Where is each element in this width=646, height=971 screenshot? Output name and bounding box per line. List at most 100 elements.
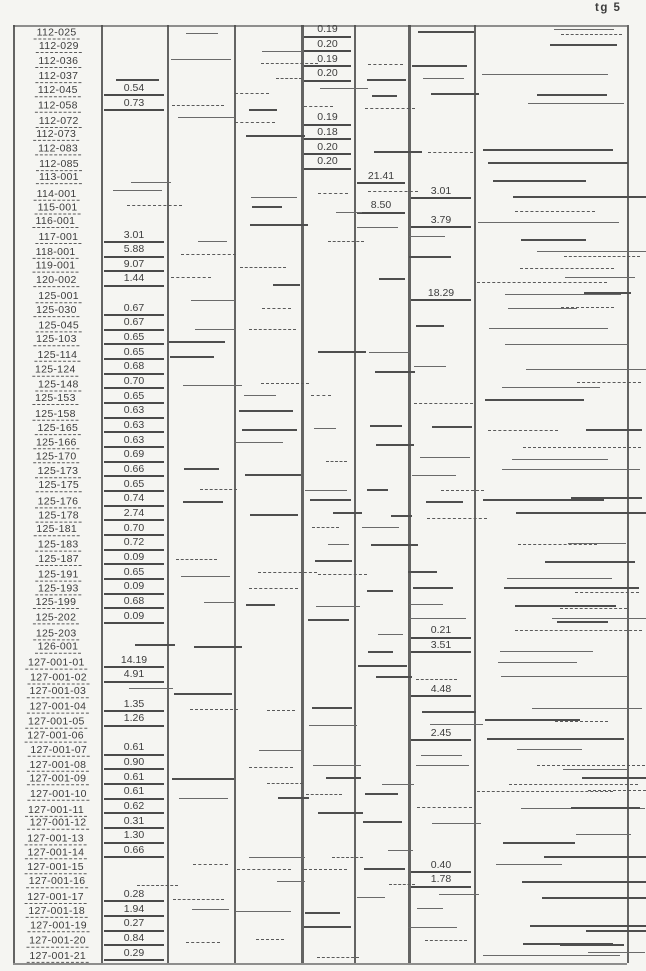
redaction-mark: [583, 291, 632, 294]
redaction-mark: [381, 783, 415, 785]
table-row: 119-001 9.07: [12, 258, 627, 275]
redaction-mark: [537, 251, 646, 253]
row-id-label: 112-073: [33, 128, 80, 142]
row-id-label: 127-001-05: [24, 715, 88, 729]
row-id-label: 112-037: [35, 70, 82, 83]
redaction-mark: [368, 63, 404, 65]
row-id: 125-203: [12, 626, 100, 641]
redaction-mark: [366, 79, 407, 82]
table-row: 127-001-11 0.62: [12, 800, 646, 818]
row-value: 0.19: [304, 111, 351, 126]
table-row: 127-001-04 1.35: [13, 698, 643, 714]
row-id: 119-001: [12, 259, 100, 274]
redaction-mark: [272, 283, 300, 286]
table-row: 117-001 3.01: [13, 229, 627, 245]
row-value: 2.74: [104, 507, 164, 522]
row-id-label: 125-030: [33, 304, 80, 318]
redaction-mark: [249, 224, 308, 227]
row-id-label: 127-001-17: [24, 891, 87, 904]
row-id: 126-001: [14, 640, 102, 655]
row-id: 125-199: [12, 596, 100, 611]
column-divider: [408, 25, 411, 963]
redaction-mark: [248, 329, 297, 331]
row-value: 4.91: [104, 668, 164, 683]
row-id-label: 127-001-20: [26, 934, 89, 948]
row-value: 0.20: [304, 38, 351, 53]
row-value: 0.65: [104, 565, 164, 580]
row-id-label: 125-193: [34, 582, 82, 596]
table-row: 127-001-07 0.61: [13, 741, 627, 758]
redaction-mark: [258, 749, 301, 751]
row-id-label: 127-001-21: [26, 950, 90, 964]
table-row: 126-001 3.51: [13, 639, 627, 656]
row-id: 125-158: [12, 407, 100, 422]
redaction-mark: [173, 898, 225, 900]
redaction-mark: [550, 43, 618, 46]
column-divider: [354, 25, 356, 963]
redaction-mark: [186, 32, 218, 34]
redaction-mark: [570, 496, 642, 499]
redaction-mark: [190, 300, 235, 302]
row-value: 0.72: [104, 536, 164, 551]
redaction-mark: [537, 94, 607, 97]
redaction-mark: [416, 679, 457, 681]
redaction-mark: [373, 150, 423, 153]
redaction-mark: [234, 441, 283, 443]
redaction-mark: [588, 952, 646, 954]
row-id-label: 125-202: [32, 611, 80, 625]
row-id: 127-001-20: [14, 933, 102, 948]
redaction-mark: [585, 929, 646, 932]
column-divider: [13, 25, 15, 963]
redaction-mark: [235, 910, 292, 912]
row-id-label: 125-183: [34, 538, 82, 552]
redaction-mark: [178, 116, 236, 118]
redaction-mark: [189, 708, 238, 710]
redaction-mark: [313, 427, 336, 429]
redaction-mark: [537, 765, 646, 767]
row-value: 0.29: [104, 946, 164, 961]
row-id-label: 127-001-12: [26, 817, 90, 830]
row-value: 1.30: [104, 829, 164, 844]
redaction-mark: [428, 151, 473, 153]
redaction-mark: [561, 34, 623, 36]
redaction-mark: [316, 606, 361, 608]
row-id: 112-058: [14, 99, 102, 114]
redaction-mark: [416, 764, 470, 766]
row-value: 0.68: [104, 595, 164, 610]
row-value: 1.26: [104, 712, 164, 727]
row-value: 0.62: [104, 800, 164, 815]
row-id-label: 127-001-19: [27, 919, 90, 933]
redaction-mark: [305, 794, 343, 796]
row-id: 125-001: [15, 289, 103, 304]
table-row: 125-030 0.67: [13, 302, 627, 318]
table-row: 113-001 21.41: [13, 170, 627, 187]
row-id: 125-191: [14, 568, 102, 583]
row-value: 0.19: [304, 23, 351, 38]
redaction-mark: [204, 602, 236, 604]
redaction-mark: [543, 855, 646, 858]
table-row: 125-153 0.65: [13, 390, 627, 406]
row-value: 0.65: [104, 345, 164, 361]
row-value: 0.73: [104, 96, 164, 111]
row-id: 127-001-02: [15, 670, 103, 685]
redaction-mark: [420, 754, 462, 756]
redaction-mark: [560, 608, 627, 610]
redaction-mark: [526, 369, 646, 371]
table-row: 127-001-16 1.78: [13, 873, 646, 890]
row-value: 0.20: [304, 155, 351, 170]
table-row: 125-158 0.63: [12, 404, 627, 422]
table-row: 127-001-19 0.27: [13, 917, 646, 934]
redaction-mark: [304, 490, 347, 492]
row-id-label: 125-103: [33, 333, 80, 346]
redaction-mark: [553, 28, 614, 30]
redaction-mark: [477, 221, 620, 223]
row-id: 127-001-11: [12, 803, 100, 818]
redaction-mark: [523, 942, 613, 945]
row-value: 0.09: [104, 580, 164, 595]
table-row: 127-001-09 0.61: [13, 771, 646, 787]
table-row: 127-001-14 0.66: [13, 844, 646, 861]
row-id-label: 127-001-08: [26, 758, 90, 772]
redaction-mark: [364, 793, 398, 796]
redaction-mark: [327, 544, 350, 546]
row-value: 0.54: [104, 82, 164, 97]
